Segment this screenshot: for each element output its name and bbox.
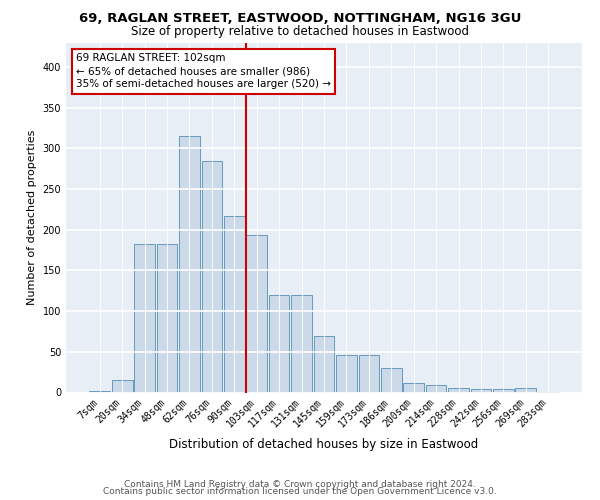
Bar — [179, 136, 200, 392]
Text: Contains public sector information licensed under the Open Government Licence v3: Contains public sector information licen… — [103, 488, 497, 496]
Bar — [359, 355, 379, 393]
Bar — [89, 391, 110, 392]
Bar — [314, 336, 334, 392]
Bar — [224, 216, 245, 392]
Bar — [470, 389, 491, 392]
Text: Size of property relative to detached houses in Eastwood: Size of property relative to detached ho… — [131, 25, 469, 38]
Bar — [157, 244, 178, 392]
Bar — [381, 368, 401, 392]
Bar — [291, 295, 312, 392]
Bar — [448, 388, 469, 392]
X-axis label: Distribution of detached houses by size in Eastwood: Distribution of detached houses by size … — [169, 438, 479, 450]
Text: 69, RAGLAN STREET, EASTWOOD, NOTTINGHAM, NG16 3GU: 69, RAGLAN STREET, EASTWOOD, NOTTINGHAM,… — [79, 12, 521, 26]
Bar — [202, 160, 222, 392]
Bar — [112, 380, 133, 392]
Bar — [336, 355, 357, 393]
Bar — [269, 295, 289, 392]
Bar — [403, 382, 424, 392]
Y-axis label: Number of detached properties: Number of detached properties — [27, 130, 37, 305]
Bar — [515, 388, 536, 392]
Bar — [134, 244, 155, 392]
Text: Contains HM Land Registry data © Crown copyright and database right 2024.: Contains HM Land Registry data © Crown c… — [124, 480, 476, 489]
Bar — [426, 385, 446, 392]
Text: 69 RAGLAN STREET: 102sqm
← 65% of detached houses are smaller (986)
35% of semi-: 69 RAGLAN STREET: 102sqm ← 65% of detach… — [76, 53, 331, 90]
Bar — [493, 389, 514, 392]
Bar — [247, 236, 267, 392]
